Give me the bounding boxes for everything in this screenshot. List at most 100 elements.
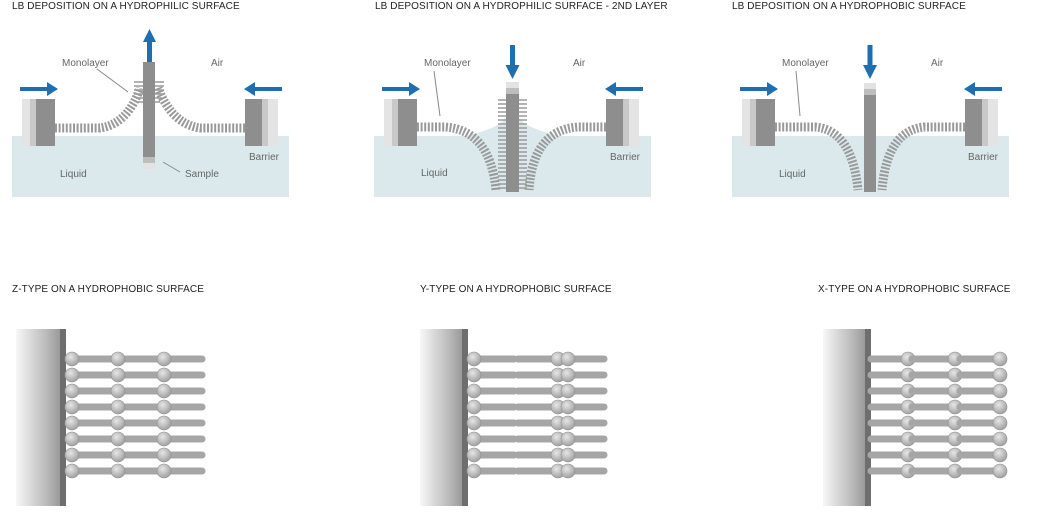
molecule-head [992, 463, 1008, 479]
molecule-head [110, 367, 126, 383]
substrate [16, 329, 60, 506]
label-barrier: Barrier [968, 152, 999, 163]
molecule-head [156, 447, 172, 463]
panel-1: Monolayer Air Liquid Barrier Sample [12, 29, 289, 197]
molecule-head [466, 415, 482, 431]
molecule-head [466, 431, 482, 447]
label-air: Air [211, 58, 224, 69]
monolayer-right [153, 86, 245, 133]
panel-title-5: Y-TYPE ON A HYDROPHOBIC SURFACE [420, 284, 612, 295]
molecule-head [64, 415, 80, 431]
barrier-left [384, 99, 417, 146]
molecule-head [156, 431, 172, 447]
molecule-head [466, 447, 482, 463]
molecule-head [110, 415, 126, 431]
sample [506, 94, 519, 192]
label-liquid: Liquid [60, 169, 87, 180]
molecule-head [156, 351, 172, 367]
arrow-down [863, 45, 877, 79]
molecule-head [992, 399, 1008, 415]
molecule-head [992, 431, 1008, 447]
label-liquid: Liquid [421, 168, 448, 179]
molecule-head [560, 415, 576, 431]
arrow-left [244, 82, 282, 96]
panel-title-4: Z-TYPE ON A HYDROPHOBIC SURFACE [12, 284, 205, 295]
molecule-head [156, 399, 172, 415]
barrier-right [606, 99, 639, 146]
sample [864, 95, 876, 192]
panel-title-1: LB DEPOSITION ON A HYDROPHILIC SURFACE [12, 1, 240, 12]
molecule-head [156, 367, 172, 383]
substrate [420, 329, 462, 506]
molecule-head [64, 399, 80, 415]
molecule-head [560, 447, 576, 463]
arrow-up [143, 29, 156, 62]
barrier-right [965, 99, 998, 146]
monolayer-left [55, 86, 145, 133]
molecule-head [64, 367, 80, 383]
molecule-head [64, 383, 80, 399]
arrow-right [740, 82, 778, 96]
arrow-left [964, 82, 1002, 96]
arrow-down [505, 45, 520, 79]
molecule-head [466, 463, 482, 479]
panel-4-z-type [16, 329, 206, 506]
molecule-head [992, 351, 1008, 367]
barrier-right [245, 99, 278, 146]
molecule-head [466, 367, 482, 383]
barrier-left [22, 99, 55, 146]
molecule-head [64, 431, 80, 447]
panel-6-x-type [823, 329, 1008, 506]
label-air: Air [931, 58, 944, 69]
panel-title-6: X-TYPE ON A HYDROPHOBIC SURFACE [818, 284, 1011, 295]
label-barrier: Barrier [249, 152, 280, 163]
molecule-head [110, 351, 126, 367]
molecule-head [110, 399, 126, 415]
molecule-head [992, 447, 1008, 463]
molecule-head [466, 383, 482, 399]
molecule-head [156, 415, 172, 431]
molecule-head [466, 351, 482, 367]
molecule-head [560, 351, 576, 367]
molecule-head [560, 399, 576, 415]
molecule-head [64, 463, 80, 479]
molecule-head [110, 463, 126, 479]
molecule-head [992, 367, 1008, 383]
monolayer-right [877, 122, 965, 191]
monolayer-left [417, 122, 501, 191]
molecule-head [560, 383, 576, 399]
label-monolayer: Monolayer [62, 58, 109, 69]
molecule-head [156, 383, 172, 399]
molecule-head [992, 383, 1008, 399]
molecule-head [560, 431, 576, 447]
barrier-left [742, 99, 775, 146]
label-barrier: Barrier [610, 152, 641, 163]
sample [143, 62, 155, 157]
molecule-head [560, 463, 576, 479]
molecule-head [110, 383, 126, 399]
panel-title-3: LB DEPOSITION ON A HYDROPHOBIC SURFACE [732, 1, 966, 12]
panel-5-y-type [420, 329, 608, 506]
arrow-left [605, 82, 643, 96]
panel-title-2: LB DEPOSITION ON A HYDROPHILIC SURFACE -… [375, 1, 668, 12]
label-monolayer: Monolayer [782, 58, 829, 69]
label-air: Air [573, 58, 586, 69]
monolayer-right [524, 122, 606, 191]
label-sample: Sample [185, 169, 219, 180]
molecule-head [110, 431, 126, 447]
panel-3: Monolayer Air Liquid Barrier [732, 45, 1009, 197]
molecule-head [110, 447, 126, 463]
arrow-right [20, 82, 58, 96]
molecule-head [64, 447, 80, 463]
monolayer-left [775, 122, 863, 191]
label-liquid: Liquid [779, 169, 806, 180]
molecule-head [992, 415, 1008, 431]
molecule-head [466, 399, 482, 415]
arrow-right [382, 82, 420, 96]
label-monolayer: Monolayer [424, 58, 471, 69]
panel-2: Monolayer Air Liquid Barrier [374, 45, 651, 197]
molecule-head [64, 351, 80, 367]
molecule-head [560, 367, 576, 383]
substrate [823, 329, 865, 506]
